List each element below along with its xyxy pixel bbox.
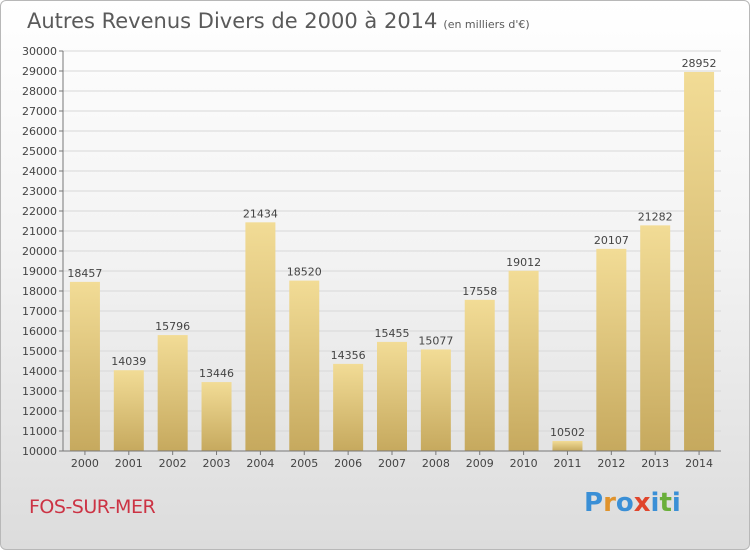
y-tick-label: 11000 xyxy=(22,425,57,438)
y-tick-label: 16000 xyxy=(22,325,57,338)
bar-2005 xyxy=(289,280,320,451)
y-tick-label: 29000 xyxy=(22,65,57,78)
bars: 18457 14039 15796 13446 21434 18520 14356 15455… xyxy=(67,57,717,452)
y-tick-label: 20000 xyxy=(22,245,57,258)
bar-2002 xyxy=(157,335,188,451)
bar-value-label: 14356 xyxy=(331,349,366,362)
bar-2011 xyxy=(552,440,583,451)
x-tick-label: 2001 xyxy=(115,457,143,470)
y-tick-label: 14000 xyxy=(22,365,57,378)
y-tick-label: 17000 xyxy=(22,305,57,318)
logo-letter: o xyxy=(615,488,634,518)
bar-value-label: 21282 xyxy=(638,210,673,223)
x-tick-label: 2006 xyxy=(334,457,362,470)
x-tick-label: 2010 xyxy=(510,457,538,470)
axes: 10000 11000 12000 13000 14000 15000 16000 17000… xyxy=(22,45,721,470)
x-tick-label: 2013 xyxy=(641,457,669,470)
y-tick-label: 18000 xyxy=(22,285,57,298)
x-tick-label: 2002 xyxy=(159,457,187,470)
x-tick-label: 2005 xyxy=(290,457,318,470)
chart-title: Autres Revenus Divers de 2000 à 2014 (en … xyxy=(27,9,530,33)
logo-letter: x xyxy=(633,488,651,518)
bar-2012 xyxy=(596,248,627,451)
bar-value-label: 10502 xyxy=(550,426,585,439)
y-tick-label: 25000 xyxy=(22,145,57,158)
logo-letter: r xyxy=(603,488,616,518)
bar-value-label: 17558 xyxy=(462,285,497,298)
y-tick-label: 30000 xyxy=(22,45,57,58)
logo-letter: i xyxy=(650,488,660,518)
bar-value-label: 28952 xyxy=(682,57,717,70)
bar-2004 xyxy=(245,222,276,451)
y-tick-label: 15000 xyxy=(22,345,57,358)
bar-2014 xyxy=(684,71,715,452)
bar-value-label: 18457 xyxy=(67,267,102,280)
x-tick-label: 2004 xyxy=(246,457,274,470)
logo-letter: t xyxy=(659,488,672,518)
bar-value-label: 19012 xyxy=(506,256,541,269)
bar-2013 xyxy=(640,225,671,451)
bar-2003 xyxy=(201,382,232,451)
bar-value-label: 15796 xyxy=(155,320,190,333)
y-tick-label: 10000 xyxy=(22,445,57,458)
y-tick-label: 12000 xyxy=(22,405,57,418)
x-tick-label: 2014 xyxy=(685,457,713,470)
bar-2008 xyxy=(420,349,451,451)
y-tick-label: 28000 xyxy=(22,85,57,98)
x-tick-label: 2003 xyxy=(203,457,231,470)
proxiti-logo: Proxiti xyxy=(584,488,681,518)
y-tick-label: 21000 xyxy=(22,225,57,238)
bar-value-label: 15077 xyxy=(418,334,453,347)
x-tick-label: 2007 xyxy=(378,457,406,470)
logo-letter: i xyxy=(671,488,681,518)
bar-2006 xyxy=(333,363,364,451)
bar-value-label: 13446 xyxy=(199,367,234,380)
x-tick-label: 2011 xyxy=(553,457,581,470)
y-tick-label: 26000 xyxy=(22,125,57,138)
y-tick-label: 22000 xyxy=(22,205,57,218)
x-tick-label: 2012 xyxy=(597,457,625,470)
chart-unit: (en milliers d'€) xyxy=(443,18,530,31)
bar-value-label: 14039 xyxy=(111,355,146,368)
y-tick-label: 13000 xyxy=(22,385,57,398)
bar-2007 xyxy=(377,341,407,451)
bar-value-label: 15455 xyxy=(375,327,410,340)
y-tick-label: 19000 xyxy=(22,265,57,278)
bar-2010 xyxy=(508,270,539,451)
y-tick-label: 27000 xyxy=(22,105,57,118)
y-tick-label: 24000 xyxy=(22,165,57,178)
city-name: FOS-SUR-MER xyxy=(29,496,156,518)
y-tick-label: 23000 xyxy=(22,185,57,198)
bar-2001 xyxy=(113,370,144,451)
chart-title-text: Autres Revenus Divers de 2000 à 2014 xyxy=(27,9,438,33)
x-tick-label: 2000 xyxy=(71,457,99,470)
bar-value-label: 18520 xyxy=(287,266,322,279)
bar-value-label: 21434 xyxy=(243,207,278,220)
bar-value-label: 20107 xyxy=(594,234,629,247)
logo-letter: P xyxy=(584,488,604,518)
x-tick-label: 2009 xyxy=(466,457,494,470)
x-tick-label: 2008 xyxy=(422,457,450,470)
bar-2000 xyxy=(69,281,100,451)
bar-2009 xyxy=(464,299,495,451)
